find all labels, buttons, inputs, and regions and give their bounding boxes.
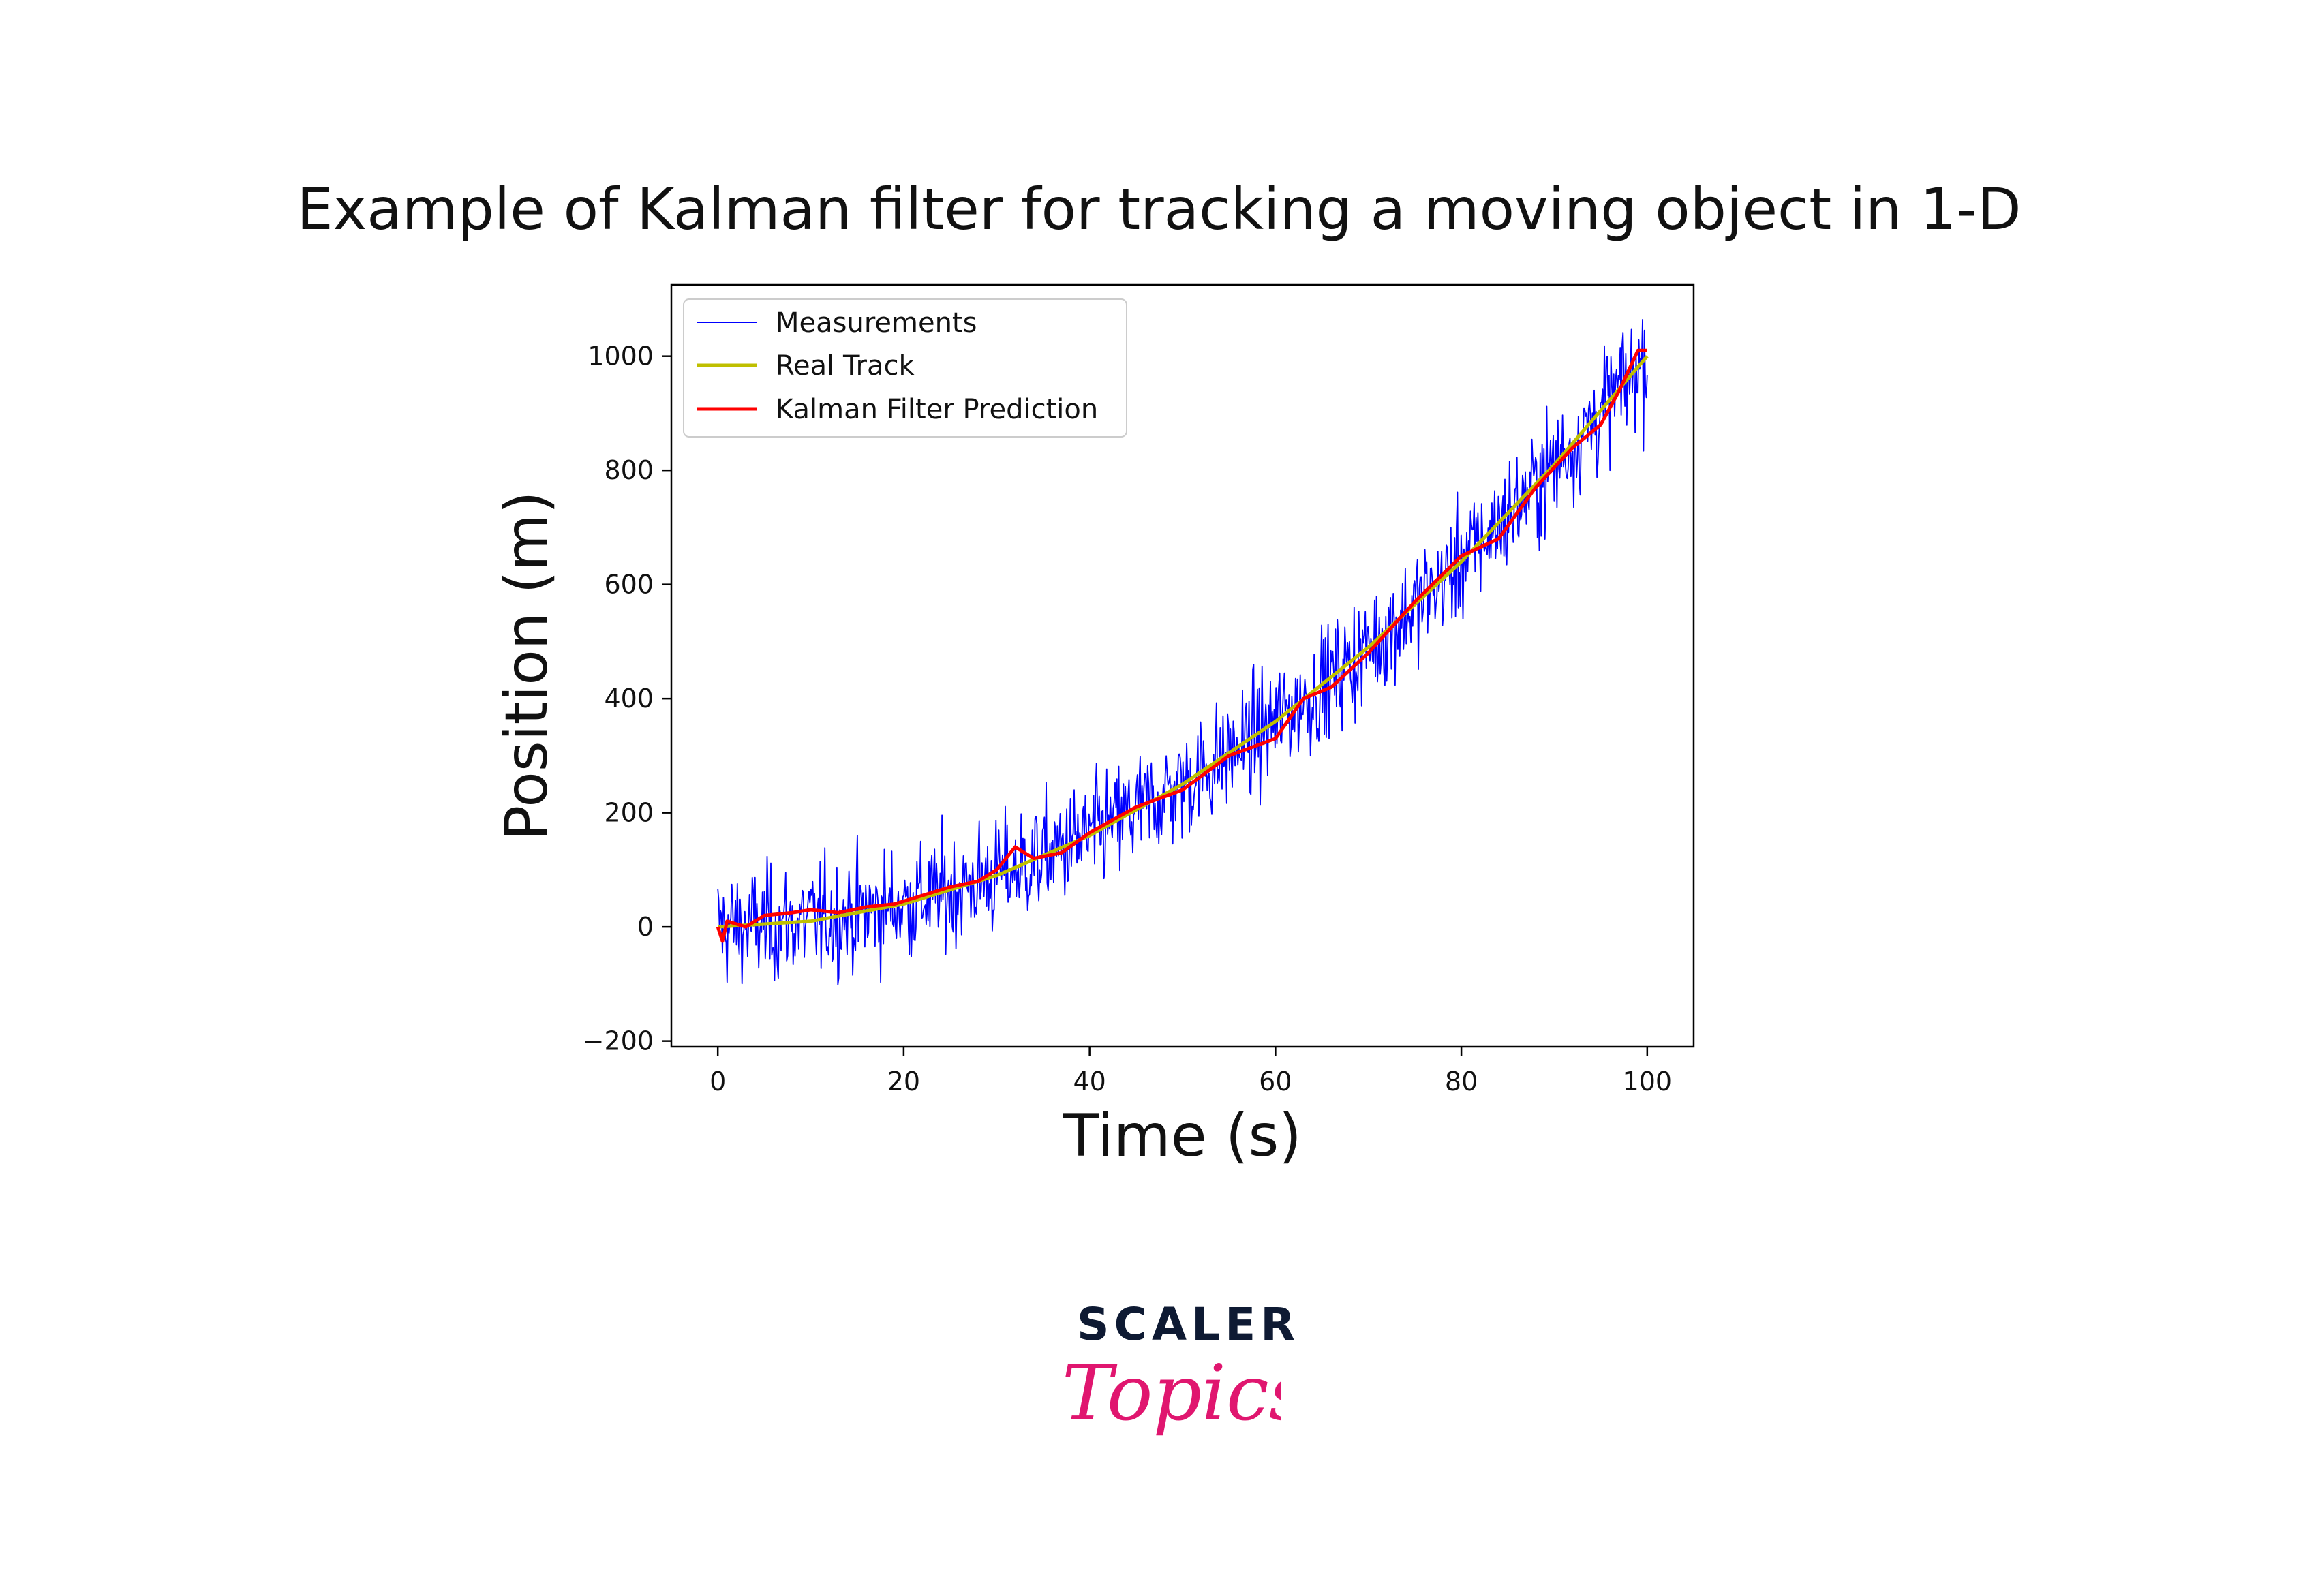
- y-axis-ticks: −200 0 200 400 600 800 1000: [583, 341, 671, 1056]
- legend-box: [683, 298, 1127, 438]
- series-kalman-prediction: [716, 348, 1647, 943]
- legend: Measurements Real Track Kalman Filter Pr…: [683, 298, 1127, 438]
- x-tick-label: 60: [1259, 1066, 1292, 1096]
- x-axis-label: Time (s): [1063, 1102, 1302, 1170]
- y-tick-label: 600: [604, 570, 654, 600]
- x-tick-label: 20: [887, 1066, 920, 1096]
- y-tick-label: 400: [604, 684, 654, 713]
- x-tick-label: 0: [710, 1066, 726, 1096]
- series-measurements: [717, 318, 1648, 985]
- legend-label-measurements: Measurements: [776, 307, 977, 339]
- x-axis-ticks: 0 20 40 60 80 100: [710, 1047, 1672, 1096]
- logo-topics-text: Topics: [1062, 1349, 1281, 1438]
- y-tick-label: 0: [637, 912, 654, 942]
- plot-frame: [670, 283, 1695, 1048]
- y-tick-label: 200: [604, 798, 654, 828]
- x-tick-label: 40: [1073, 1066, 1105, 1096]
- y-tick-label: 800: [604, 455, 654, 485]
- legend-label-kalman: Kalman Filter Prediction: [776, 394, 1098, 425]
- logo-scaler-text: SCALER: [1077, 1298, 1300, 1351]
- y-tick-label: 1000: [588, 341, 654, 371]
- series-real-track: [718, 355, 1649, 929]
- legend-label-real-track: Real Track: [776, 350, 915, 382]
- x-tick-label: 100: [1623, 1066, 1673, 1096]
- y-tick-label: −200: [583, 1026, 654, 1056]
- y-axis-label: Position (m): [493, 491, 561, 840]
- scaler-topics-logo: SCALER Topics: [1050, 1298, 1295, 1475]
- x-tick-label: 80: [1445, 1066, 1478, 1096]
- logo-topics-script: Topics: [1062, 1349, 1281, 1438]
- chart-title: Example of Kalman filter for tracking a …: [296, 176, 2022, 243]
- series-layer: [716, 318, 1649, 985]
